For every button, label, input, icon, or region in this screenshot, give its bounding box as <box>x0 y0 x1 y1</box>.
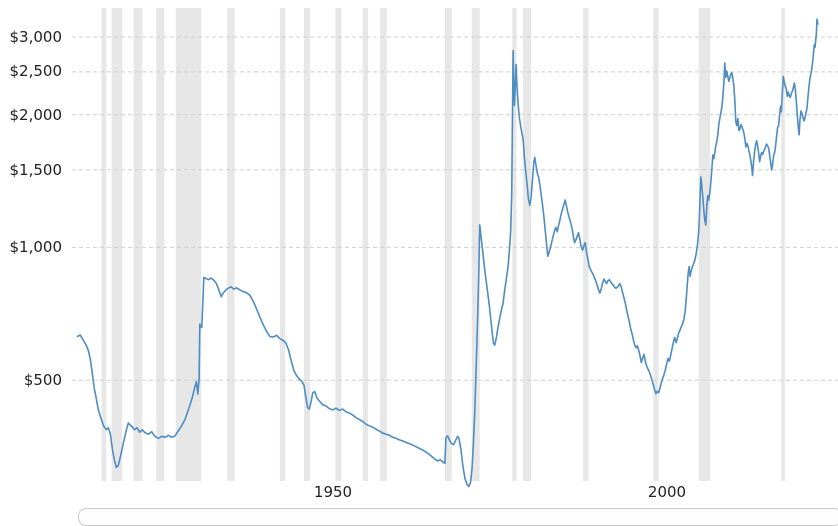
range-slider[interactable] <box>78 508 838 526</box>
x-axis-labels: 1950 2000 <box>314 483 686 501</box>
recession-band <box>380 8 387 481</box>
y-axis-label: $500 <box>24 371 62 389</box>
plot-area[interactable]: $3,000 $2,500 $2,000 $1,500 $1,000 $500 … <box>0 0 838 513</box>
recession-band <box>175 8 202 481</box>
x-axis-label: 2000 <box>648 483 686 501</box>
recession-band <box>444 8 452 481</box>
x-axis-label: 1950 <box>314 483 352 501</box>
recession-band <box>279 8 286 481</box>
recession-band <box>698 8 711 481</box>
recession-band <box>133 8 143 481</box>
recession-band <box>512 8 517 481</box>
recession-band <box>653 8 659 481</box>
recession-band <box>111 8 123 481</box>
recession-band <box>227 8 235 481</box>
recession-band <box>523 8 532 481</box>
y-axis-label: $1,500 <box>10 161 63 179</box>
recession-band <box>471 8 480 481</box>
recession-band <box>101 8 107 481</box>
recession-band <box>304 8 310 481</box>
recession-bands <box>101 8 785 481</box>
recession-band <box>362 8 369 481</box>
gold-price-line <box>76 18 819 488</box>
recession-band <box>156 8 165 481</box>
y-axis-label: $2,000 <box>10 106 63 124</box>
y-axis-label: $2,500 <box>10 62 63 80</box>
y-axis-label: $1,000 <box>10 238 63 256</box>
y-axis-label: $3,000 <box>10 28 63 46</box>
recession-band <box>335 8 342 481</box>
y-axis-labels: $3,000 $2,500 $2,000 $1,500 $1,000 $500 <box>10 28 63 389</box>
recession-band <box>781 8 785 481</box>
